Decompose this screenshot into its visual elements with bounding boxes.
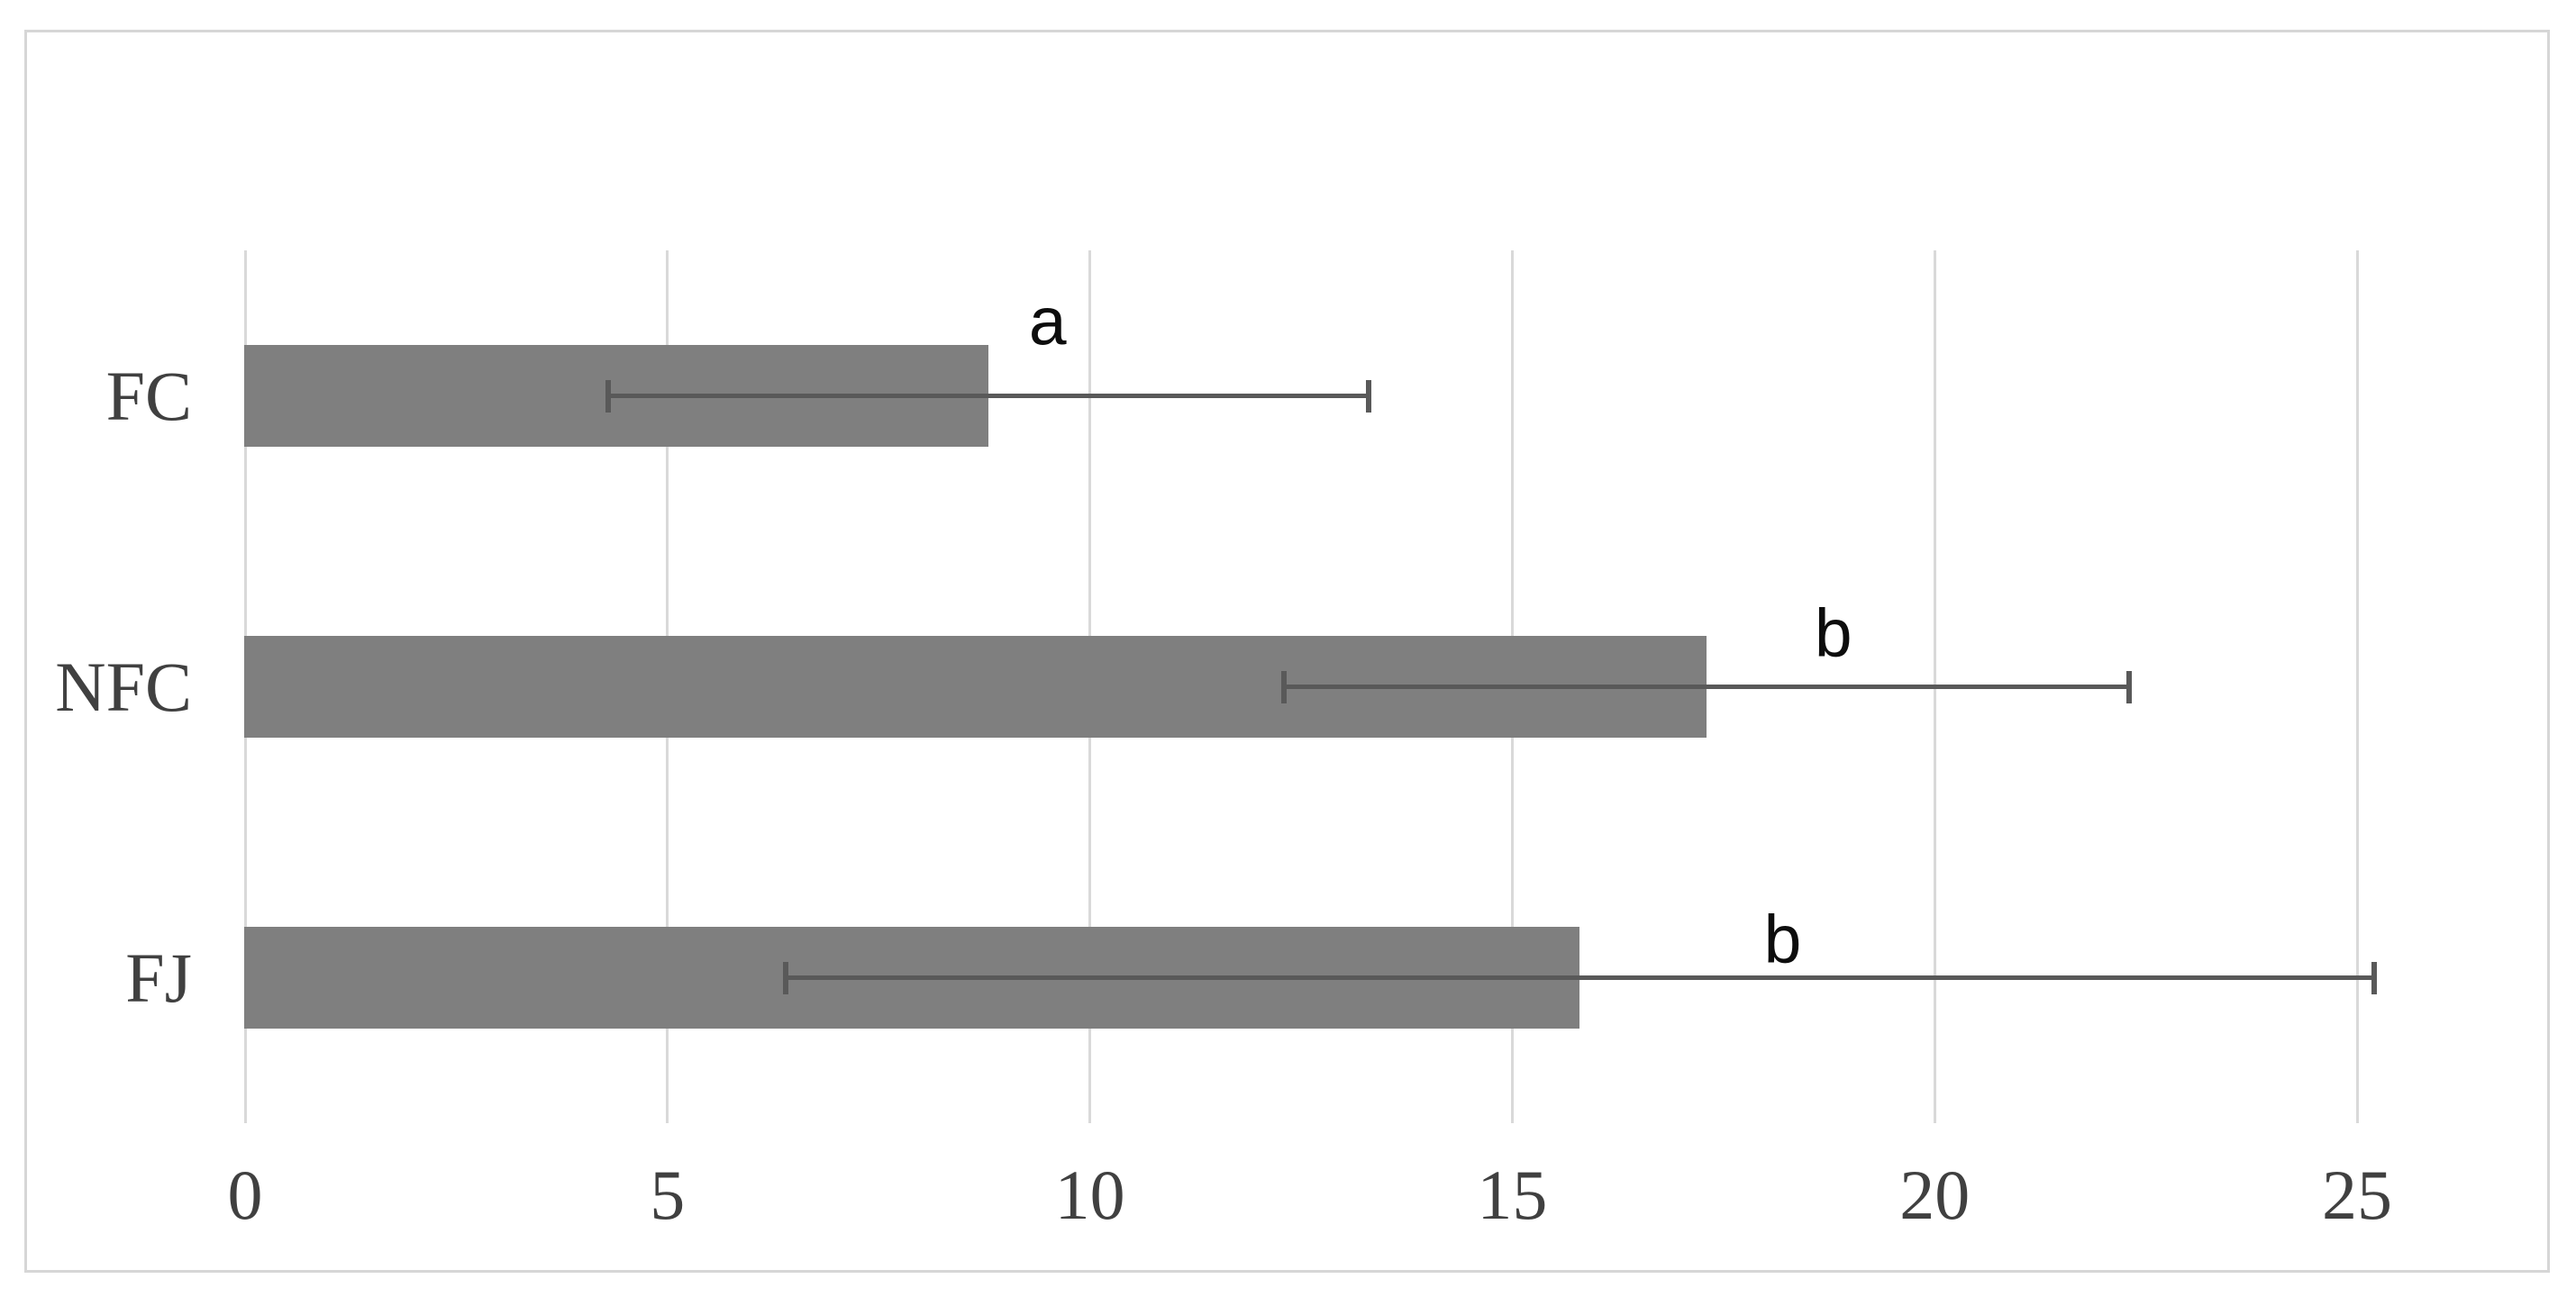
x-tick-label-25: 25 xyxy=(2322,1156,2392,1234)
error-bar-nfc xyxy=(1284,685,2129,689)
x-tick-label-10: 10 xyxy=(1054,1156,1125,1234)
error-bar-fc xyxy=(608,394,1369,398)
significance-letter-fc: a xyxy=(1028,283,1067,358)
error-cap-fj-high xyxy=(2371,961,2377,994)
gridline-25 xyxy=(2355,250,2359,1123)
x-tick-label-0: 0 xyxy=(227,1156,263,1234)
category-label-nfc: NFC xyxy=(55,647,192,726)
error-cap-nfc-high xyxy=(2125,670,2132,703)
x-tick-label-20: 20 xyxy=(1899,1156,1971,1234)
x-tick-label-5: 5 xyxy=(650,1156,686,1234)
error-cap-fc-high xyxy=(1366,379,1371,413)
error-cap-fc-low xyxy=(605,379,612,413)
x-tick-label-15: 15 xyxy=(1477,1156,1548,1234)
error-cap-fj-low xyxy=(783,961,789,994)
error-bar-fj xyxy=(786,975,2374,980)
category-label-fc: FC xyxy=(105,356,192,435)
error-cap-nfc-low xyxy=(1281,670,1288,703)
category-label-fj: FJ xyxy=(125,938,192,1017)
significance-letter-fj: b xyxy=(1763,901,1802,976)
significance-letter-nfc: b xyxy=(1814,594,1852,670)
